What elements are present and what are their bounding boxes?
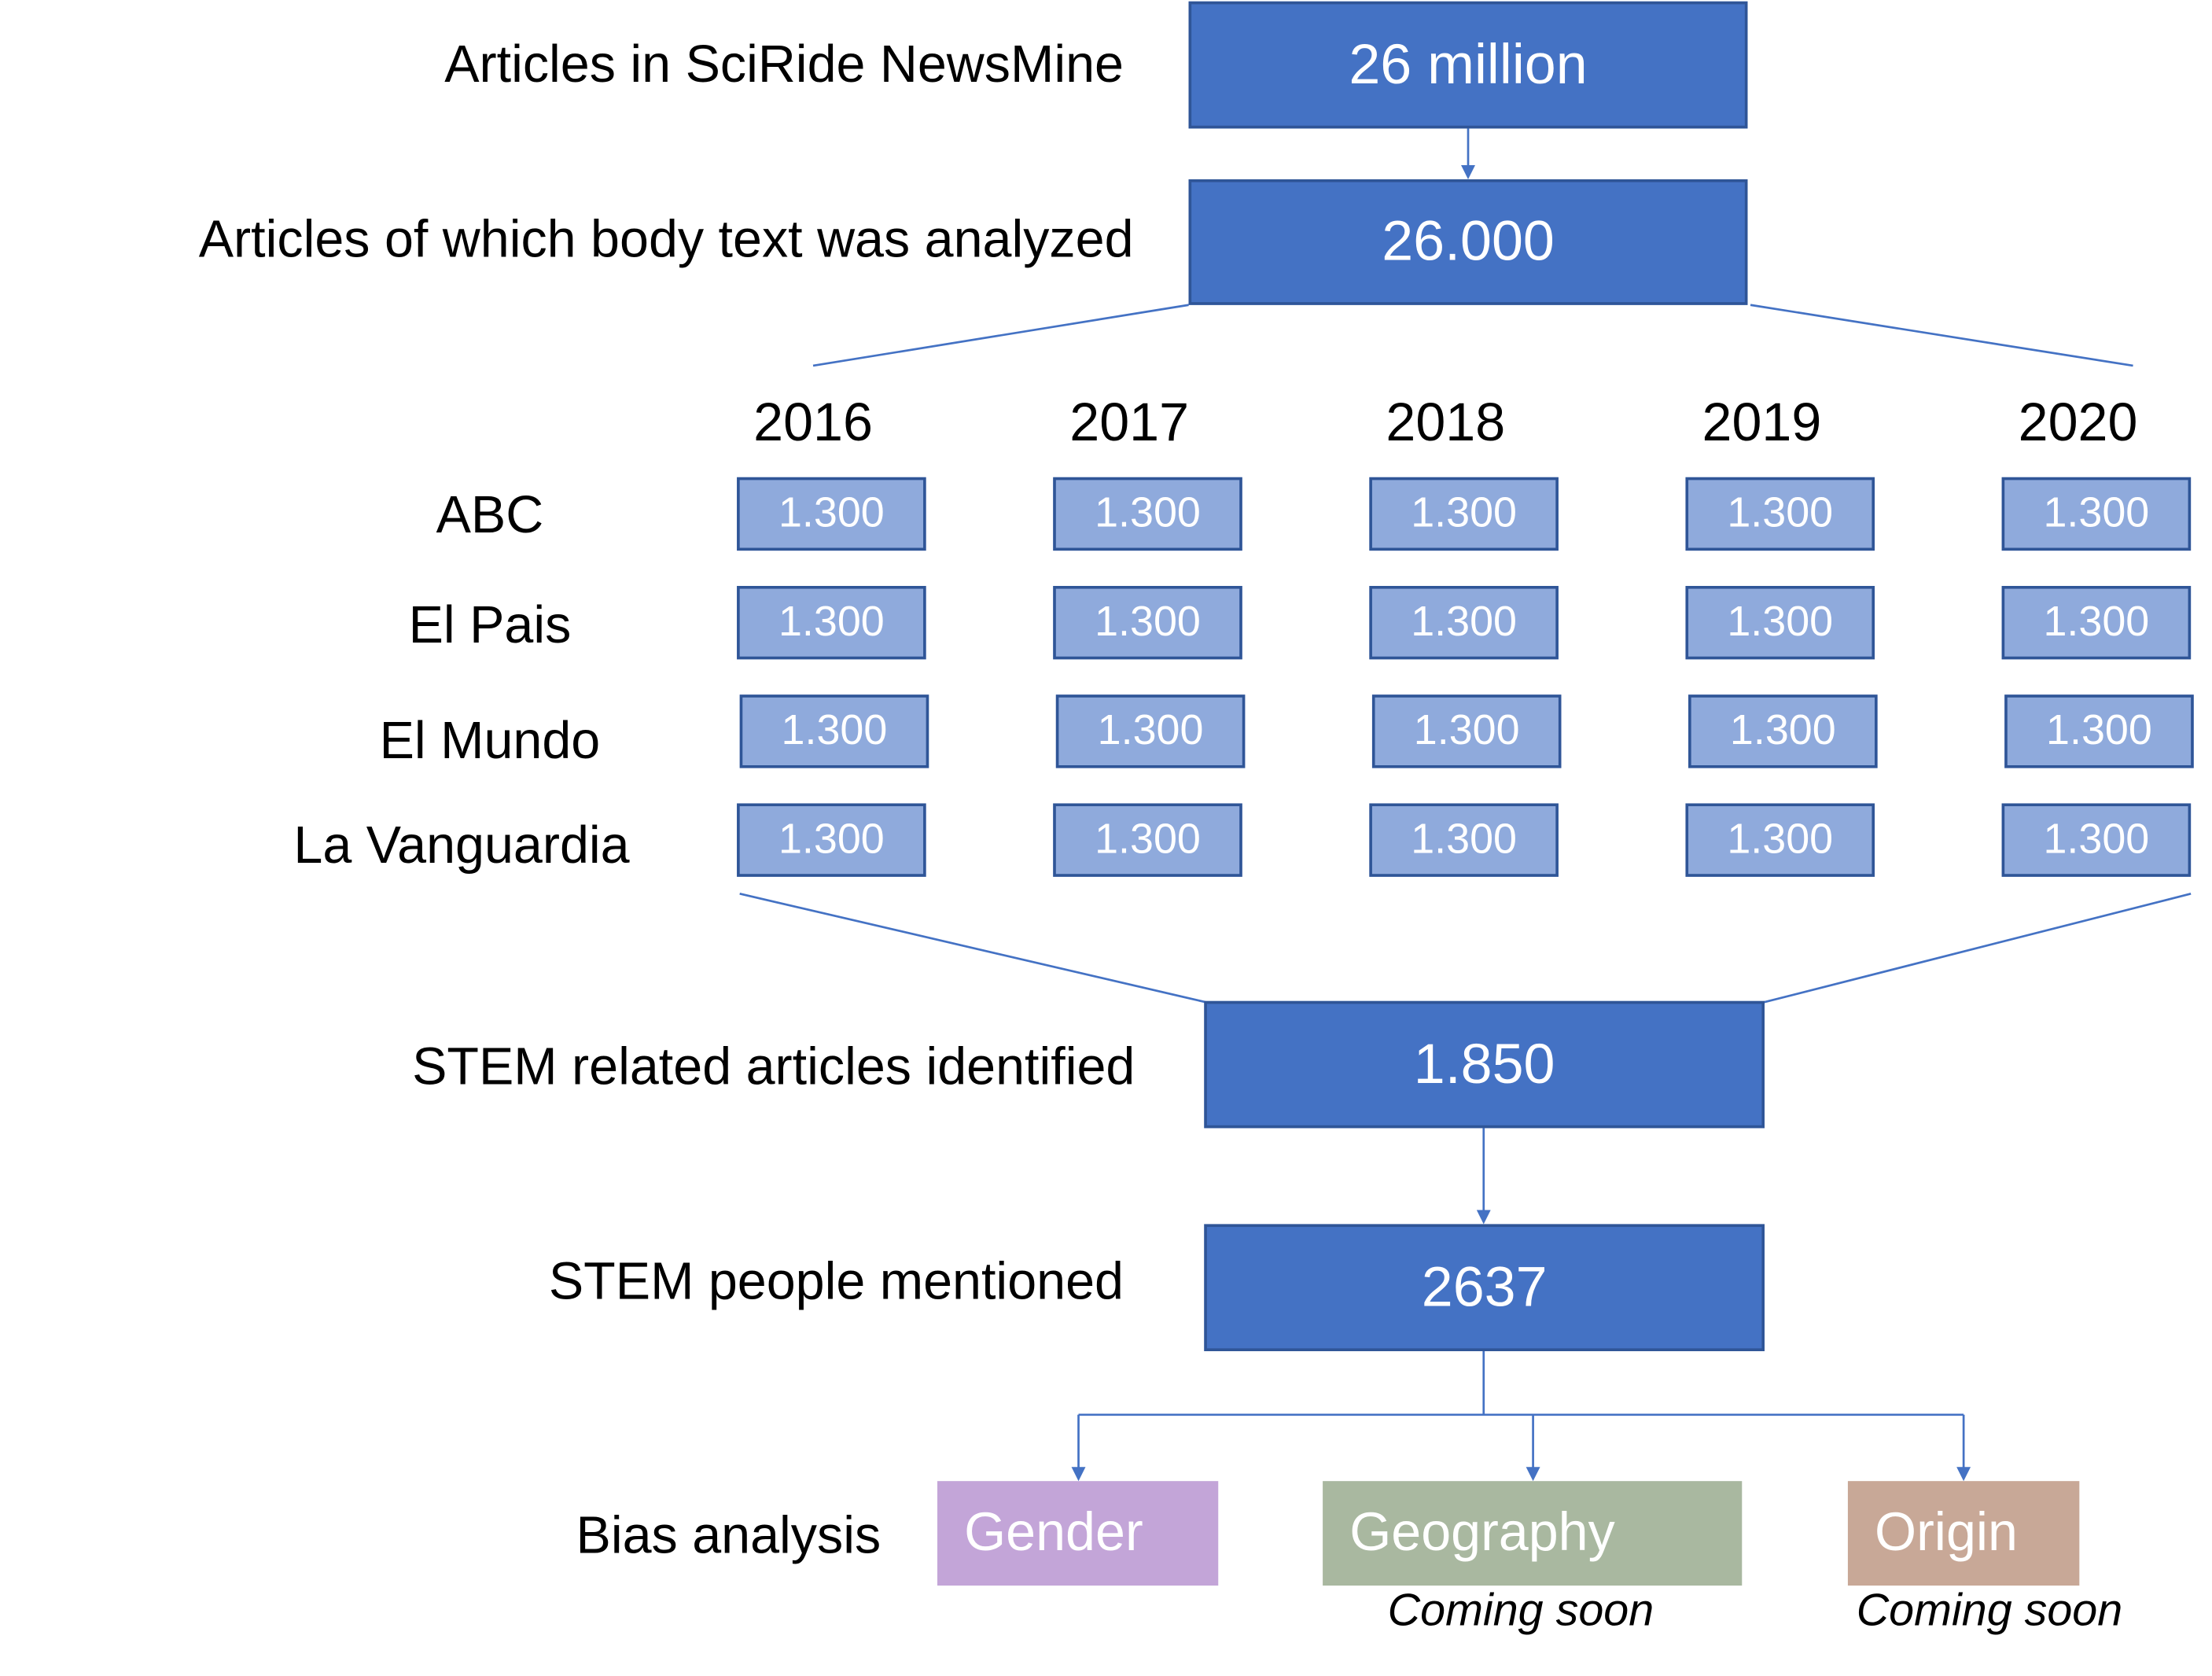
source-label-abc: ABC	[436, 485, 544, 544]
bias-origin-label: Origin	[1875, 1502, 2019, 1563]
grid-cell-value: 1.300	[1097, 707, 1204, 754]
spread-line-right	[1750, 304, 2133, 367]
year-header-2018: 2018	[1386, 393, 1506, 454]
grid-cell-value: 1.300	[2043, 489, 2150, 537]
stem-articles-count-box: 1.850	[1204, 1000, 1765, 1129]
grid-cell-value: 1.300	[1727, 599, 1834, 646]
grid-cell-value: 1.300	[1729, 707, 1836, 754]
source-label-el-pais: El Pais	[408, 595, 572, 654]
origin-coming-soon-note: Coming soon	[1856, 1584, 2123, 1635]
bias-analysis-label: Bias analysis	[576, 1506, 881, 1565]
articles-label: Articles in SciRide NewsMine	[444, 35, 1124, 94]
stem-articles-count-value: 1.850	[1413, 1033, 1555, 1096]
stem-articles-label: STEM related articles identified	[412, 1037, 1135, 1096]
grid-cell-value: 1.300	[2043, 599, 2150, 646]
grid-cell: 1.300	[1685, 477, 1875, 551]
bias-gender-box: Gender	[937, 1481, 1219, 1586]
grid-cell: 1.300	[1369, 477, 1559, 551]
grid-cell-value: 1.300	[1095, 599, 1201, 646]
articles-count-value: 26 million	[1349, 33, 1588, 96]
year-header-2020: 2020	[2018, 393, 2138, 454]
grid-cell-value: 1.300	[1411, 816, 1517, 863]
grid-cell: 1.300	[2001, 803, 2192, 877]
grid-cell: 1.300	[1053, 586, 1242, 660]
bias-gender-label: Gender	[964, 1502, 1143, 1563]
grid-cell: 1.300	[1055, 694, 1246, 768]
stem-people-count-value: 2637	[1421, 1255, 1548, 1318]
grid-cell: 1.300	[1053, 803, 1242, 877]
grid-cell-value: 1.300	[1727, 816, 1834, 863]
grid-cell: 1.300	[737, 803, 926, 877]
grid-cell-value: 1.300	[778, 816, 885, 863]
articles-count-box: 26 million	[1188, 1, 1748, 129]
grid-cell: 1.300	[737, 586, 926, 660]
bias-geography-label: Geography	[1349, 1502, 1615, 1563]
bias-origin-box: Origin	[1847, 1481, 2080, 1586]
grid-cell: 1.300	[2001, 477, 2192, 551]
grid-cell: 1.300	[2004, 694, 2194, 768]
year-header-2017: 2017	[1069, 393, 1190, 454]
grid-cell: 1.300	[737, 477, 926, 551]
analyzed-count-value: 26.000	[1382, 210, 1555, 273]
grid-cell-value: 1.300	[1411, 489, 1517, 537]
grid-cell: 1.300	[1685, 803, 1875, 877]
grid-cell-value: 1.300	[1413, 707, 1520, 754]
stem-people-count-box: 2637	[1204, 1224, 1765, 1352]
grid-cell-value: 1.300	[2046, 707, 2152, 754]
grid-cell: 1.300	[1369, 803, 1559, 877]
analyzed-label: Articles of which body text was analyzed	[198, 210, 1134, 269]
grid-cell-value: 1.300	[1727, 489, 1834, 537]
grid-cell-value: 1.300	[778, 599, 885, 646]
source-label-la-vanguardia: La Vanguardia	[293, 816, 630, 875]
grid-cell-value: 1.300	[2043, 816, 2150, 863]
bias-geography-box: Geography	[1323, 1481, 1743, 1586]
merge-line-right	[1762, 893, 2192, 1004]
grid-cell-value: 1.300	[778, 489, 885, 537]
grid-cell-value: 1.300	[781, 707, 888, 754]
grid-cell: 1.300	[1369, 586, 1559, 660]
grid-cell-value: 1.300	[1095, 816, 1201, 863]
grid-cell-value: 1.300	[1411, 599, 1517, 646]
year-header-2019: 2019	[1702, 393, 1822, 454]
grid-cell: 1.300	[1685, 586, 1875, 660]
grid-cell: 1.300	[1371, 694, 1562, 768]
stem-people-label: STEM people mentioned	[548, 1252, 1124, 1310]
grid-cell: 1.300	[1053, 477, 1242, 551]
year-header-2016: 2016	[753, 393, 873, 454]
grid-cell: 1.300	[2001, 586, 2192, 660]
source-label-el-mundo: El Mundo	[379, 711, 601, 770]
analyzed-count-box: 26.000	[1188, 179, 1748, 305]
merge-line-left	[739, 893, 1208, 1004]
geography-coming-soon-note: Coming soon	[1387, 1584, 1654, 1635]
spread-line-left	[812, 304, 1189, 367]
grid-cell: 1.300	[1688, 694, 1878, 768]
grid-cell-value: 1.300	[1095, 489, 1201, 537]
grid-cell: 1.300	[739, 694, 929, 768]
